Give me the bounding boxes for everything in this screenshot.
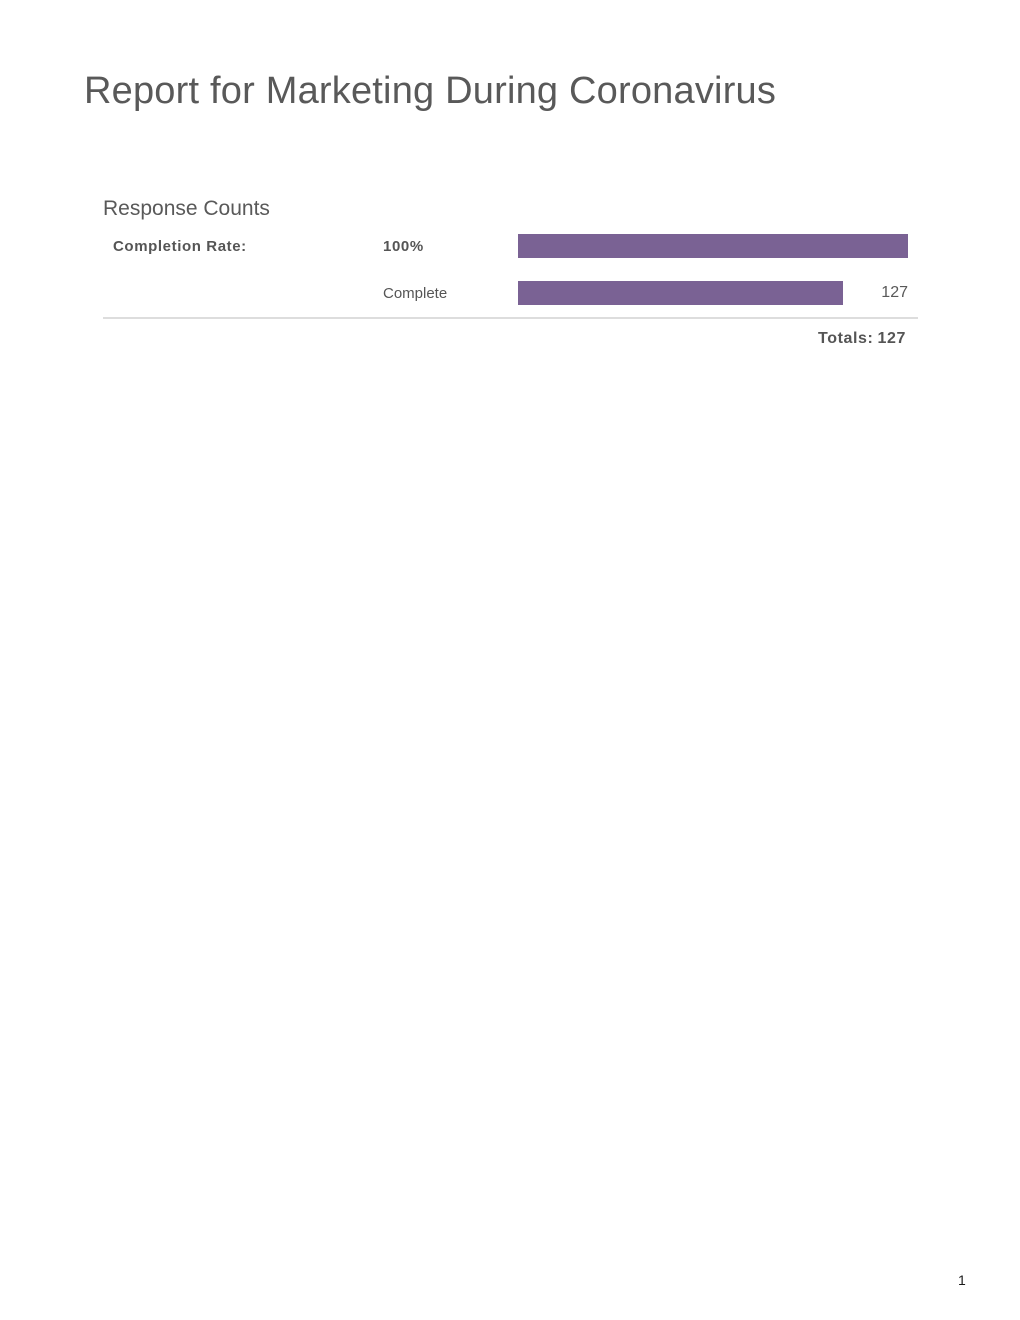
complete-row: Complete 127 <box>103 281 918 305</box>
totals-label: Totals: <box>818 330 874 347</box>
section-heading: Response Counts <box>103 197 270 220</box>
complete-bar-track: 127 <box>518 281 908 305</box>
completion-rate-row: Completion Rate: 100% <box>103 234 918 258</box>
totals-row: Totals: 127 <box>103 330 918 348</box>
completion-rate-bar <box>518 234 908 258</box>
page-title: Report for Marketing During Coronavirus <box>84 70 777 112</box>
complete-label: Complete <box>383 284 448 302</box>
response-counts-section: Response Counts Completion Rate: 100% Co… <box>103 197 918 348</box>
complete-count: 127 <box>881 284 908 301</box>
complete-bar <box>518 281 843 305</box>
totals-divider <box>103 317 918 319</box>
completion-rate-bar-track <box>518 234 908 258</box>
completion-rate-label: Completion Rate: <box>113 237 247 255</box>
totals-value: 127 <box>877 330 906 347</box>
page-number: 1 <box>958 1272 966 1288</box>
completion-rate-value: 100% <box>383 237 424 255</box>
